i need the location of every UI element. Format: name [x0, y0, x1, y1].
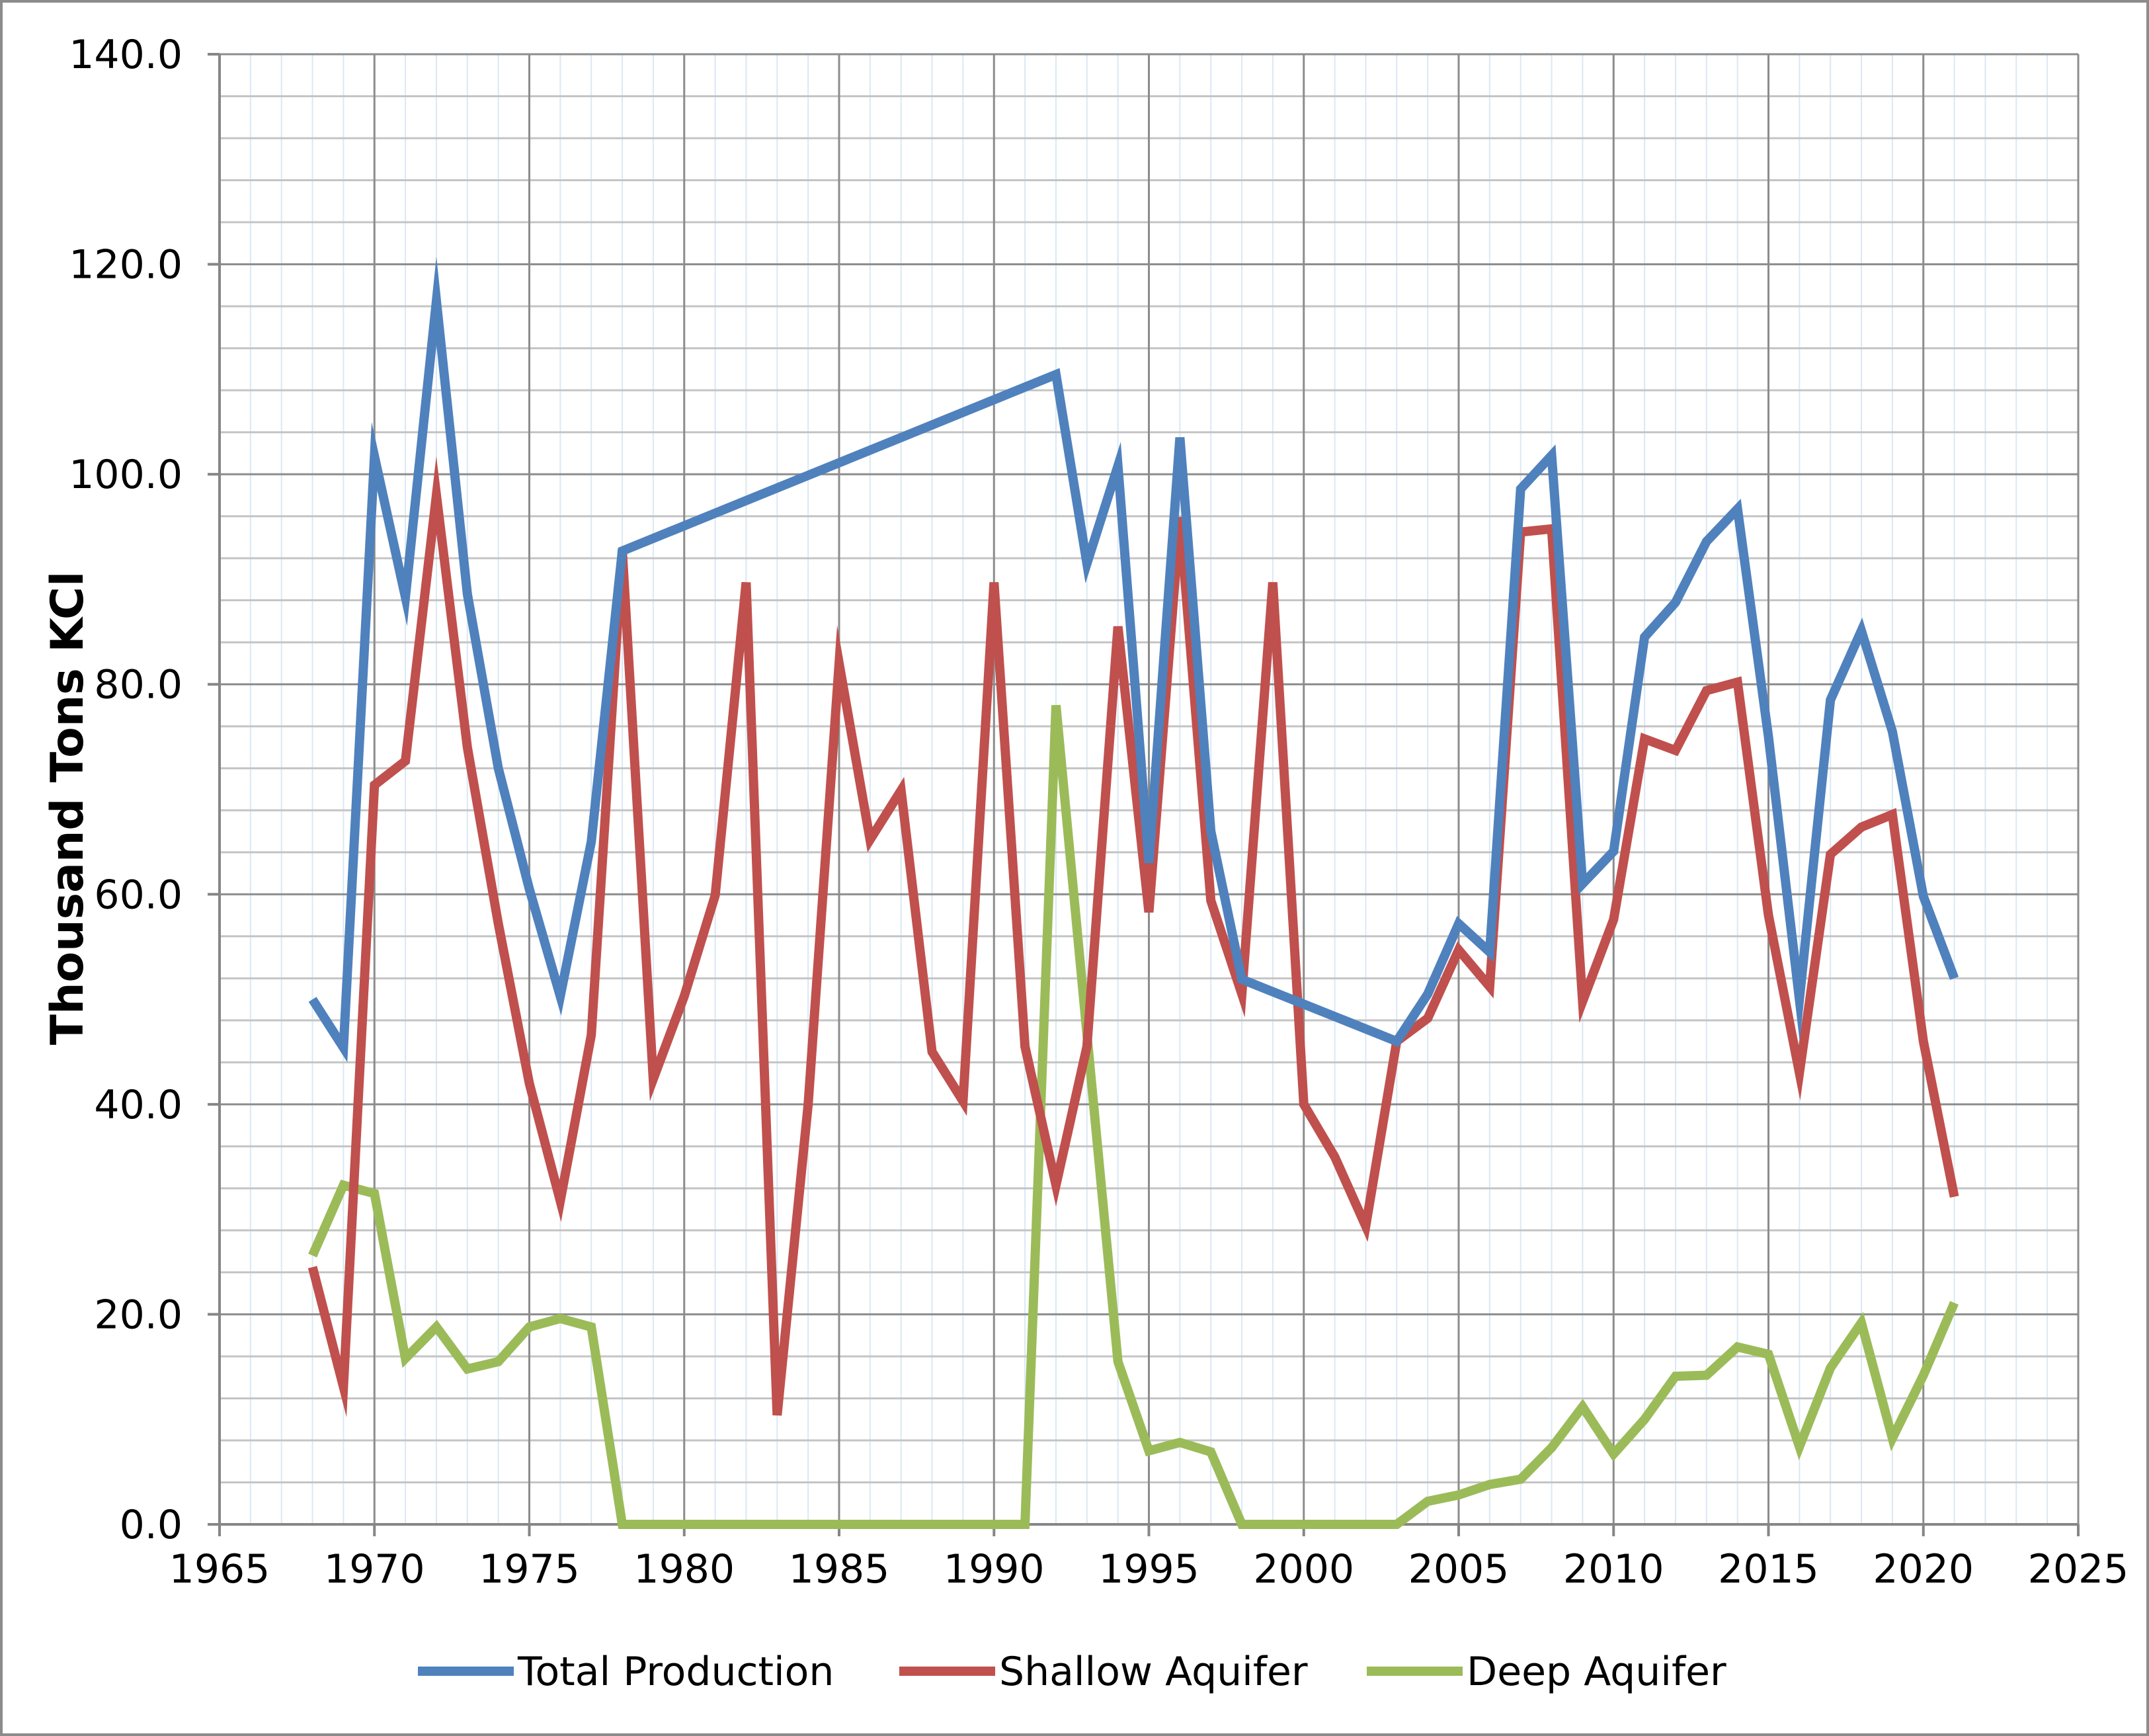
legend: Total Production Shallow Aquifer Deep Aqui…	[418, 1649, 1726, 1695]
y-tick-label: 60.0	[94, 872, 182, 918]
x-tick-label: 1970	[324, 1546, 425, 1592]
x-tick-label: 2025	[2028, 1546, 2129, 1592]
x-tick-label: 2020	[1873, 1546, 1974, 1592]
y-tick-label: 140.0	[69, 32, 182, 78]
series-line-shallow-aquifer	[307, 456, 1959, 1417]
x-tick-label: 1995	[1098, 1546, 1199, 1592]
x-tick-label: 1965	[169, 1546, 270, 1592]
y-tick-label: 40.0	[94, 1082, 182, 1128]
x-tick-label: 1980	[633, 1546, 735, 1592]
series-line-total-production	[308, 257, 1959, 1063]
x-tick-label: 1975	[479, 1546, 580, 1592]
x-tick-label: 2005	[1408, 1546, 1510, 1592]
y-tick-label: 100.0	[69, 452, 182, 498]
y-axis-ticks: 0.0 20.0 40.0 60.0 80.0 100.0 120.0 140.0	[69, 32, 220, 1548]
series-layer	[307, 257, 1959, 1529]
legend-label: Total Production	[517, 1649, 834, 1695]
legend-label: Deep Aquifer	[1467, 1649, 1726, 1695]
series-line-deep-aquifer	[308, 704, 1959, 1529]
x-axis-ticks: 1965 1970 1975 1980 1985 1990 1995 2000 2005 2010…	[169, 1524, 2129, 1592]
x-tick-label: 1990	[944, 1546, 1045, 1592]
y-tick-label: 20.0	[94, 1292, 182, 1338]
x-tick-label: 1985	[789, 1546, 890, 1592]
y-tick-label: 80.0	[94, 662, 182, 708]
legend-label: Shallow Aquifer	[999, 1649, 1308, 1695]
y-tick-label: 120.0	[69, 242, 182, 288]
x-tick-label: 2000	[1253, 1546, 1354, 1592]
y-axis-title: Thousand Tons KCl	[42, 571, 94, 1046]
x-tick-label: 2010	[1563, 1546, 1664, 1592]
x-tick-label: 2015	[1718, 1546, 1819, 1592]
y-tick-label: 0.0	[120, 1502, 182, 1548]
